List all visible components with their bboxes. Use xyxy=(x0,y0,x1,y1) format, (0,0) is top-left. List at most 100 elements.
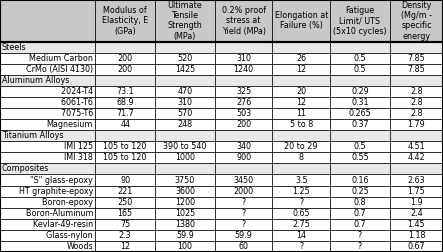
Bar xyxy=(95,64,155,75)
Bar xyxy=(330,230,390,241)
Text: Woods: Woods xyxy=(66,242,93,251)
Text: 1.9: 1.9 xyxy=(410,198,423,207)
Bar xyxy=(95,185,155,197)
Bar xyxy=(215,53,272,64)
Bar xyxy=(95,97,155,108)
Bar xyxy=(330,174,390,185)
Bar xyxy=(272,119,330,130)
Bar xyxy=(0,241,95,252)
Bar xyxy=(390,64,443,75)
Bar xyxy=(390,197,443,208)
Bar xyxy=(0,174,95,185)
Bar xyxy=(272,130,330,141)
Bar xyxy=(95,86,155,97)
Bar xyxy=(0,119,95,130)
Bar xyxy=(155,163,215,174)
Text: 0.7: 0.7 xyxy=(354,220,366,229)
Bar xyxy=(215,163,272,174)
Bar xyxy=(0,53,95,64)
Bar xyxy=(0,141,95,152)
Bar xyxy=(330,0,390,42)
Bar xyxy=(272,86,330,97)
Text: Modulus of
Elasticity, E
(GPa): Modulus of Elasticity, E (GPa) xyxy=(102,6,148,36)
Text: 470: 470 xyxy=(177,87,193,96)
Bar xyxy=(330,53,390,64)
Text: Ultimate
Tensile
Strength
(MPa): Ultimate Tensile Strength (MPa) xyxy=(167,1,202,41)
Bar xyxy=(95,0,155,42)
Bar xyxy=(0,64,95,75)
Text: 503: 503 xyxy=(236,109,251,118)
Text: 900: 900 xyxy=(236,153,251,162)
Text: 0.8: 0.8 xyxy=(354,198,366,207)
Bar xyxy=(272,141,330,152)
Bar xyxy=(272,208,330,219)
Text: Boron-epoxy: Boron-epoxy xyxy=(32,198,93,207)
Bar xyxy=(215,42,272,53)
Text: 0.7: 0.7 xyxy=(354,209,366,218)
Bar xyxy=(0,230,95,241)
Bar xyxy=(95,163,155,174)
Text: 7.85: 7.85 xyxy=(408,65,425,74)
Bar xyxy=(330,108,390,119)
Text: 60: 60 xyxy=(239,242,249,251)
Bar xyxy=(330,97,390,108)
Text: 325: 325 xyxy=(236,87,251,96)
Bar xyxy=(390,141,443,152)
Text: 4.42: 4.42 xyxy=(408,153,425,162)
Bar xyxy=(272,219,330,230)
Text: Glass-nylon: Glass-nylon xyxy=(36,231,93,240)
Bar xyxy=(272,152,330,163)
Text: Aluminum Alloys: Aluminum Alloys xyxy=(2,76,69,85)
Bar xyxy=(330,163,390,174)
Bar xyxy=(330,152,390,163)
Text: 310: 310 xyxy=(178,98,192,107)
Bar xyxy=(155,86,215,97)
Text: 3450: 3450 xyxy=(233,175,254,184)
Bar xyxy=(330,130,390,141)
Bar xyxy=(0,86,95,97)
Text: Density
(Mg/m -
specific
energy: Density (Mg/m - specific energy xyxy=(401,1,432,41)
Text: 3.5: 3.5 xyxy=(295,175,307,184)
Bar xyxy=(272,53,330,64)
Bar xyxy=(272,97,330,108)
Bar xyxy=(330,208,390,219)
Bar xyxy=(390,130,443,141)
Text: 12: 12 xyxy=(296,65,306,74)
Bar xyxy=(390,108,443,119)
Text: Composites: Composites xyxy=(2,165,49,173)
Text: 7075-T6: 7075-T6 xyxy=(41,109,93,118)
Bar xyxy=(0,185,95,197)
Bar xyxy=(390,42,443,53)
Text: 68.9: 68.9 xyxy=(117,98,134,107)
Bar xyxy=(155,53,215,64)
Bar xyxy=(0,219,95,230)
Bar xyxy=(215,197,272,208)
Text: 0.265: 0.265 xyxy=(349,109,371,118)
Bar xyxy=(330,219,390,230)
Bar xyxy=(215,130,272,141)
Bar xyxy=(0,97,95,108)
Text: 75: 75 xyxy=(120,220,130,229)
Bar xyxy=(390,185,443,197)
Text: 7.85: 7.85 xyxy=(408,54,425,63)
Bar xyxy=(272,174,330,185)
Bar xyxy=(272,0,330,42)
Text: ?: ? xyxy=(358,231,362,240)
Bar xyxy=(272,75,330,86)
Bar xyxy=(155,208,215,219)
Bar xyxy=(215,241,272,252)
Text: 73.1: 73.1 xyxy=(117,87,134,96)
Bar xyxy=(272,197,330,208)
Text: 248: 248 xyxy=(177,120,193,129)
Bar xyxy=(155,241,215,252)
Text: 20: 20 xyxy=(296,87,306,96)
Bar xyxy=(95,141,155,152)
Text: ?: ? xyxy=(241,209,246,218)
Text: 2.63: 2.63 xyxy=(408,175,425,184)
Bar xyxy=(390,75,443,86)
Text: 1.75: 1.75 xyxy=(408,186,425,196)
Bar xyxy=(390,86,443,97)
Bar xyxy=(155,108,215,119)
Bar xyxy=(95,152,155,163)
Bar xyxy=(272,185,330,197)
